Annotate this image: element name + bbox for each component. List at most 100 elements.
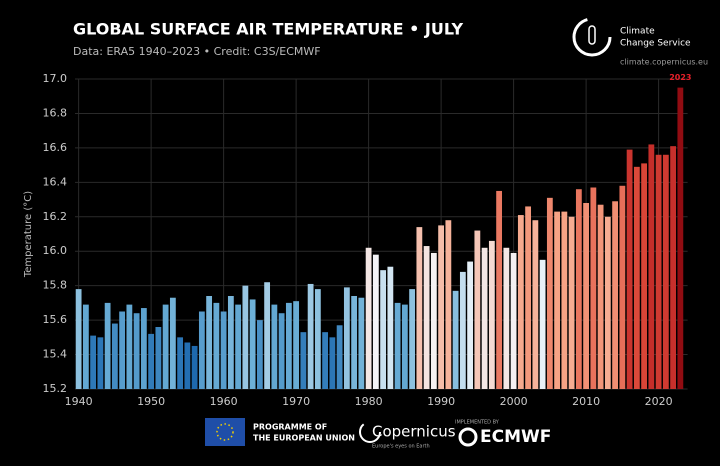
bar	[438, 225, 445, 389]
y-tick-label: 16.8	[43, 106, 68, 119]
bar	[597, 204, 604, 389]
bar	[351, 296, 358, 389]
bar	[539, 259, 546, 389]
bar	[249, 299, 256, 389]
bar	[198, 311, 205, 389]
x-tick-label: 1980	[355, 395, 383, 408]
bar	[372, 254, 379, 389]
bar	[206, 296, 213, 389]
bar	[329, 337, 336, 389]
bar	[590, 187, 597, 389]
copernicus-tagline: Europe's eyes on Earth	[372, 444, 430, 450]
bar	[409, 289, 416, 389]
bar	[104, 302, 111, 389]
bar	[220, 311, 227, 389]
y-tick-label: 17.0	[43, 72, 68, 85]
y-tick-label: 16.2	[43, 210, 68, 223]
bar	[314, 289, 321, 389]
bar	[358, 297, 365, 389]
bar	[452, 290, 459, 389]
implemented-by: IMPLEMENTED BY	[455, 420, 500, 426]
bar	[517, 215, 524, 389]
bar	[365, 247, 372, 389]
bar	[256, 320, 263, 389]
bar	[503, 247, 510, 389]
y-tick-label: 15.6	[43, 313, 68, 326]
bar	[459, 271, 466, 389]
highlight-label: 2023	[669, 73, 691, 82]
eu-flag	[205, 418, 245, 446]
bar	[140, 308, 147, 389]
copernicus-logo	[359, 421, 381, 443]
bar	[285, 302, 292, 389]
bar	[416, 227, 423, 389]
logo-ring	[572, 17, 612, 57]
bar	[162, 304, 169, 389]
bar	[394, 302, 401, 389]
bar	[111, 323, 118, 389]
bar	[510, 252, 517, 389]
bar	[561, 211, 568, 389]
x-tick-label: 1970	[282, 395, 310, 408]
chart-subtitle: Data: ERA5 1940–2023 • Credit: C3S/ECMWF	[73, 45, 321, 58]
y-tick-label: 15.8	[43, 279, 68, 292]
y-tick-label: 16.4	[43, 175, 68, 188]
brand-url: climate.copernicus.eu	[620, 58, 708, 67]
x-tick-label: 2020	[645, 395, 673, 408]
bar	[612, 201, 619, 389]
bar	[568, 216, 575, 389]
x-tick-label: 1950	[137, 395, 165, 408]
copernicus-text: Copernicus	[372, 423, 456, 441]
bar	[619, 185, 626, 389]
bar	[155, 327, 162, 389]
bar	[525, 206, 532, 389]
bar	[119, 311, 126, 389]
bar	[293, 301, 300, 389]
bar	[387, 266, 394, 389]
bar	[583, 203, 590, 389]
bar	[554, 211, 561, 389]
bar	[670, 146, 677, 389]
bar	[133, 313, 140, 389]
bar	[300, 332, 307, 389]
bar	[307, 283, 314, 389]
bar	[322, 332, 329, 389]
bar	[97, 337, 104, 389]
x-tick-label: 2000	[500, 395, 528, 408]
bar	[496, 190, 503, 389]
bar	[336, 325, 343, 389]
bar	[648, 144, 655, 389]
ecmwf-logo	[458, 427, 478, 447]
y-tick-label: 15.2	[43, 382, 68, 395]
brand-line1: Climate	[620, 27, 655, 37]
bar	[662, 154, 669, 389]
bar	[604, 216, 611, 389]
eu-line1: PROGRAMME OF	[253, 423, 327, 432]
x-tick-label: 1990	[427, 395, 455, 408]
bar	[677, 87, 684, 389]
bar	[213, 302, 220, 389]
bar	[401, 304, 408, 389]
bar	[423, 246, 430, 389]
eu-line2: THE EUROPEAN UNION	[253, 434, 355, 443]
bar	[655, 154, 662, 389]
x-tick-label: 1960	[210, 395, 238, 408]
bar	[90, 335, 97, 389]
x-tick-label: 2010	[572, 395, 600, 408]
bar	[191, 345, 198, 389]
bar	[242, 285, 249, 389]
bar	[445, 220, 452, 389]
bar	[488, 240, 495, 389]
bar	[380, 270, 387, 389]
bar	[75, 289, 82, 389]
bar	[641, 163, 648, 389]
y-axis-label: Temperature (°C)	[23, 191, 34, 278]
bar	[532, 220, 539, 389]
eu-stars	[216, 423, 234, 441]
bar	[82, 304, 89, 389]
bar	[474, 230, 481, 389]
branding: Climate Change Service climate.copernicu…	[572, 17, 708, 67]
bar	[227, 296, 234, 389]
bar	[235, 304, 242, 389]
